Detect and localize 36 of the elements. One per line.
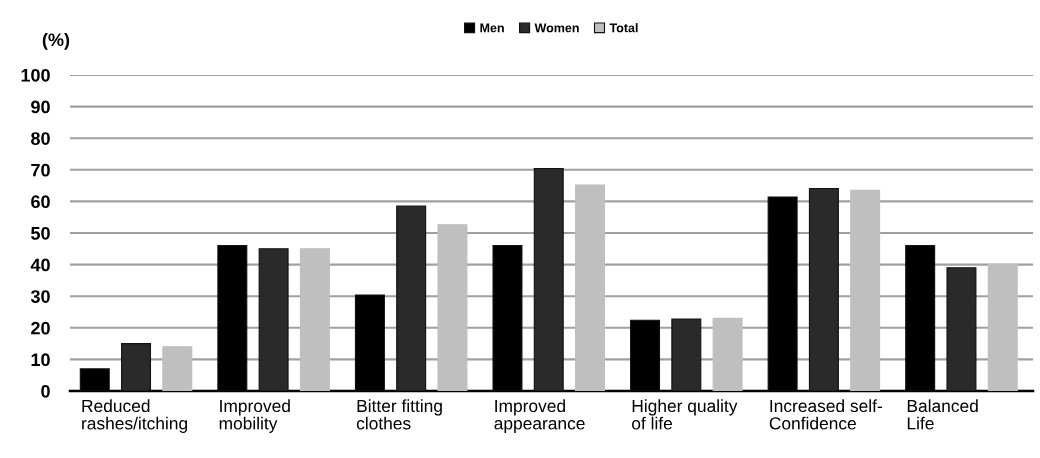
y-tick-label: 60 [31,195,50,209]
x-tick-label: Reduced rashes/itching [82,399,187,433]
bar [850,189,881,391]
bar [712,317,743,391]
legend-label: Total [609,23,638,33]
bar [437,224,468,391]
bar [396,205,427,391]
bar [162,346,193,391]
bar [533,167,564,391]
x-tick-label: Improved appearance [494,399,585,433]
y-tick-label: 100 [21,68,50,82]
legend-label: Women [534,23,579,33]
y-tick-label: 40 [30,258,50,272]
y-tick-label: 0 [41,384,50,398]
y-axis-title: (%) [42,32,70,50]
x-tick-label: Increased self- Confidence [769,399,882,430]
bar [121,343,152,391]
bar [299,248,330,391]
x-tick-label: Improved mobility [219,399,290,433]
y-tick-label: 70 [31,163,50,177]
bar [671,318,702,391]
x-tick-label: Bitter fitting clothes [356,399,442,430]
y-tick-label: 30 [30,290,50,303]
y-tick-label: 80 [31,132,50,145]
bar [808,187,839,391]
y-tick-label: 10 [31,353,50,367]
bar [258,248,289,391]
bar [946,267,977,391]
x-tick-label: Higher quality of life [632,399,738,430]
y-tick-label: 20 [31,321,50,335]
y-tick-label: 90 [31,100,50,114]
x-tick-label: Balanced Life [907,399,978,430]
bar [575,184,606,391]
legend-label: Men [480,23,504,33]
bar [987,264,1018,391]
y-tick-label: 50 [31,226,50,240]
